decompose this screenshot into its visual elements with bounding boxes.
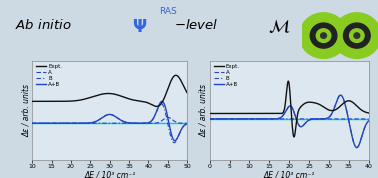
- Circle shape: [316, 29, 331, 42]
- Text: RAS: RAS: [159, 7, 177, 16]
- X-axis label: ΔE / 10³ cm⁻¹: ΔE / 10³ cm⁻¹: [84, 171, 135, 178]
- Circle shape: [321, 33, 327, 38]
- Text: $\it{Ab\ initio}$: $\it{Ab\ initio}$: [15, 18, 72, 32]
- Circle shape: [344, 23, 370, 48]
- Circle shape: [310, 23, 337, 48]
- X-axis label: ΔE / 10³ cm⁻¹: ΔE / 10³ cm⁻¹: [263, 171, 315, 178]
- Y-axis label: Δε / arb. units: Δε / arb. units: [22, 84, 31, 137]
- Legend: Expt., A, B, A+B: Expt., A, B, A+B: [35, 63, 64, 88]
- Legend: Expt., A, B, A+B: Expt., A, B, A+B: [212, 63, 241, 88]
- Text: $\mathcal{M}$: $\mathcal{M}$: [268, 18, 291, 36]
- Y-axis label: Δε / arb. units: Δε / arb. units: [200, 84, 208, 137]
- Circle shape: [333, 13, 378, 58]
- Text: $\it{-level}$: $\it{-level}$: [174, 18, 218, 32]
- Circle shape: [354, 33, 360, 38]
- Circle shape: [350, 29, 364, 42]
- Circle shape: [299, 13, 348, 58]
- Text: $\mathbf{\Psi}$: $\mathbf{\Psi}$: [132, 18, 147, 36]
